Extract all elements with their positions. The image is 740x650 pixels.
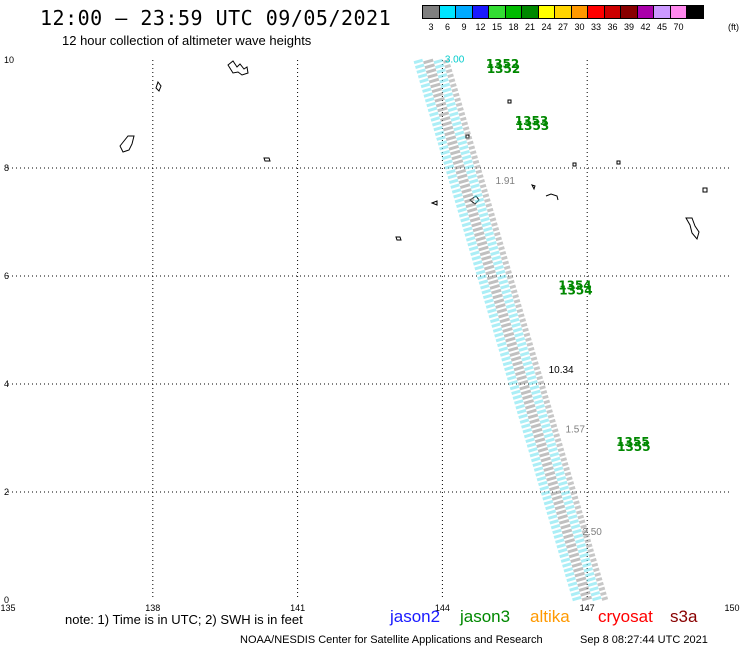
colorbar-unit: (ft)	[728, 22, 739, 32]
colorbar-label: 27	[557, 22, 569, 32]
lon-tick-label: 147	[580, 603, 595, 613]
wave-value-labels: 3.00 10.34 1.57 2.50 1.91	[445, 55, 602, 539]
axis-tick-labels: 135 138 141 144 147 150 0 2 4 6 8 10	[0, 55, 739, 613]
island-outline	[395, 236, 402, 241]
colorbar-label: 33	[590, 22, 602, 32]
lat-tick-label: 8	[4, 163, 9, 173]
legend-jason3: jason3	[460, 607, 511, 626]
island-outline	[430, 200, 438, 206]
island-outline	[616, 160, 621, 165]
colorbar-label: 39	[623, 22, 635, 32]
pass-number: 1353	[516, 119, 549, 133]
units-note: note: 1) Time is in UTC; 2) SWH is in fe…	[65, 612, 303, 627]
island-outline	[155, 80, 162, 92]
colorbar-label: 42	[640, 22, 651, 32]
pass-number: 1355	[617, 440, 650, 454]
island-outlines	[119, 60, 708, 241]
lon-tick-label: 135	[0, 603, 15, 613]
colorbar-label: 3	[428, 22, 434, 32]
lat-tick-label: 2	[4, 487, 9, 497]
lat-tick-label: 6	[4, 271, 9, 281]
colorbar-label: 15	[491, 22, 503, 32]
generated-timestamp: Sep 8 08:27:44 UTC 2021	[580, 634, 708, 646]
lat-tick-label: 10	[4, 55, 14, 65]
pass-number: 1355	[616, 435, 649, 449]
wave-height-value: 10.34	[549, 365, 574, 376]
map-subtitle: 12 hour collection of altimeter wave hei…	[62, 33, 312, 48]
colorbar-label: 24	[541, 22, 552, 32]
colorbar-label: 36	[607, 22, 618, 32]
island-outline	[572, 162, 577, 167]
island-outline	[263, 157, 271, 162]
colorbar-label: 9	[461, 22, 467, 32]
legend-cryosat: cryosat	[598, 607, 653, 626]
wave-height-value: 1.57	[565, 425, 585, 436]
track-band	[423, 58, 592, 602]
island-outline	[119, 135, 135, 153]
lat-tick-label: 4	[4, 379, 9, 389]
colorbar-label: 18	[508, 22, 519, 32]
island-outline	[702, 187, 708, 193]
track-band	[413, 58, 582, 602]
island-outline	[507, 99, 512, 104]
wave-height-colorbar	[422, 5, 704, 19]
colorbar-label: 30	[574, 22, 585, 32]
lon-tick-label: 150	[724, 603, 739, 613]
wave-height-value: 1.91	[495, 176, 515, 187]
colorbar-swatch	[686, 5, 704, 19]
colorbar-labels: (ft) 3 6 9 12 15 18 21 24 27 30 33 36 39 42 45 70	[422, 22, 740, 34]
legend-altika: altika	[530, 607, 570, 626]
colorbar-label: 70	[673, 22, 684, 32]
track-band	[433, 58, 602, 602]
wave-height-value: 2.50	[582, 527, 602, 538]
island-outline	[685, 217, 700, 241]
lon-tick-label: 141	[290, 603, 305, 613]
pass-number: 1352	[487, 62, 520, 76]
credit-line: NOAA/NESDIS Center for Satellite Applica…	[240, 634, 543, 646]
satellite-track	[413, 58, 609, 602]
colorbar-label: 6	[444, 22, 451, 32]
island-outline	[227, 60, 249, 76]
lat-lon-grid	[8, 60, 732, 600]
island-outline	[531, 184, 536, 191]
pass-number: 1354	[558, 279, 591, 293]
map-title: 12:00 – 23:59 UTC 09/05/2021	[40, 6, 392, 30]
pass-number: 1352	[486, 57, 519, 71]
legend-jason2: jason2	[390, 607, 441, 626]
colorbar-label: 45	[656, 22, 668, 32]
lon-tick-label: 138	[145, 603, 160, 613]
wave-height-value: 3.00	[445, 55, 465, 66]
lon-tick-label: 144	[435, 603, 450, 613]
colorbar-label: 21	[524, 22, 536, 32]
colorbar-label: 12	[475, 22, 486, 32]
pass-number: 1353	[515, 114, 548, 128]
lat-tick-label: 0	[4, 595, 9, 605]
legend-s3a: s3a	[670, 607, 698, 626]
pass-number: 1354	[559, 284, 592, 298]
island-outline	[545, 193, 559, 201]
track-band	[443, 59, 609, 601]
